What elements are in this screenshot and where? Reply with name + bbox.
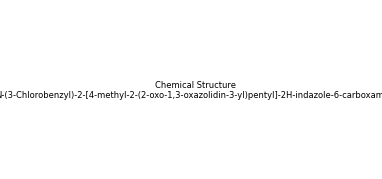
Text: Chemical Structure
N-(3-Chlorobenzyl)-2-[4-methyl-2-(2-oxo-1,3-oxazolidin-3-yl)p: Chemical Structure N-(3-Chlorobenzyl)-2-… — [0, 81, 382, 100]
